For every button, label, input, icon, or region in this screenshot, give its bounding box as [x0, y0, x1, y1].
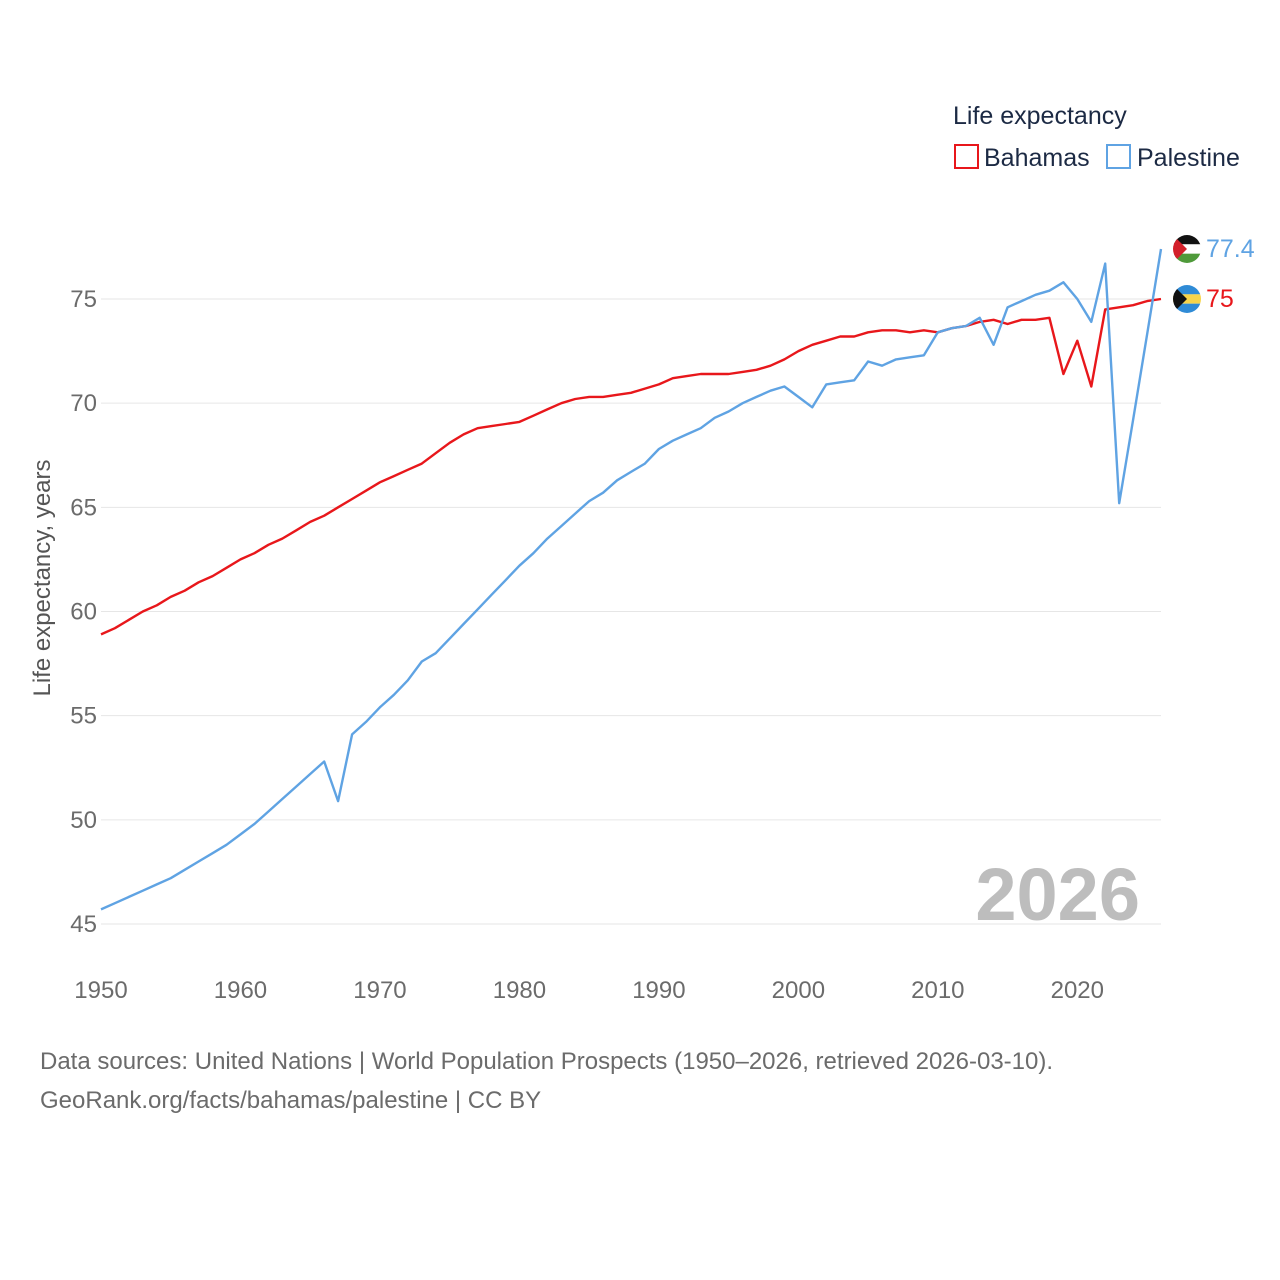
series-lines	[100, 248, 1163, 911]
legend-title: Life expectancy	[953, 102, 1127, 130]
gridlines	[101, 298, 1161, 925]
y-tick-label: 65	[70, 494, 97, 521]
x-tick-label: 2000	[772, 977, 825, 1004]
x-tick-label: 1970	[353, 977, 406, 1004]
series-line-bahamas	[100, 297, 1162, 636]
legend-label-bahamas: Bahamas	[984, 144, 1090, 172]
x-tick-label: 1980	[493, 977, 546, 1004]
x-tick-label: 2020	[1051, 977, 1104, 1004]
x-tick-label: 1950	[74, 977, 127, 1004]
current-year-watermark: 2026	[975, 853, 1140, 936]
y-tick-label: 60	[70, 599, 97, 626]
end-value-label-palestine: 77.4	[1206, 235, 1255, 263]
source-line-2: GeoRank.org/facts/bahamas/palestine | CC…	[40, 1087, 542, 1114]
x-axis-ticks: 1950 1960 1970 1980 1990 2000 2010 2020	[74, 977, 1104, 1004]
legend-item-palestine[interactable]: Palestine	[1106, 144, 1240, 172]
flag-palestine	[1173, 235, 1201, 263]
x-tick-label: 2010	[911, 977, 964, 1004]
end-value-label-bahamas: 75	[1206, 285, 1234, 313]
y-axis-ticks: 45 50 55 60 65 70 75	[70, 286, 97, 938]
x-tick-label: 1960	[214, 977, 267, 1004]
source-line-1: Data sources: United Nations | World Pop…	[40, 1048, 1054, 1075]
flag-bahamas	[1173, 285, 1201, 313]
legend: Life expectancy Bahamas Palestine	[953, 102, 1240, 172]
y-tick-label: 75	[70, 286, 97, 313]
x-tick-label: 1990	[632, 977, 685, 1004]
y-tick-label: 50	[70, 807, 97, 834]
y-tick-label: 45	[70, 911, 97, 938]
legend-label-palestine: Palestine	[1137, 144, 1240, 172]
y-axis-label: Life expectancy, years	[29, 459, 56, 696]
series-end-markers: 75 77.4	[1173, 235, 1255, 313]
source-note: Data sources: United Nations | World Pop…	[40, 1042, 1053, 1120]
y-tick-label: 55	[70, 703, 97, 730]
y-tick-label: 70	[70, 390, 97, 417]
legend-swatch-bahamas	[954, 144, 979, 169]
legend-item-bahamas[interactable]: Bahamas	[954, 144, 1090, 172]
series-line-palestine	[100, 248, 1163, 911]
legend-swatch-palestine	[1106, 144, 1131, 169]
